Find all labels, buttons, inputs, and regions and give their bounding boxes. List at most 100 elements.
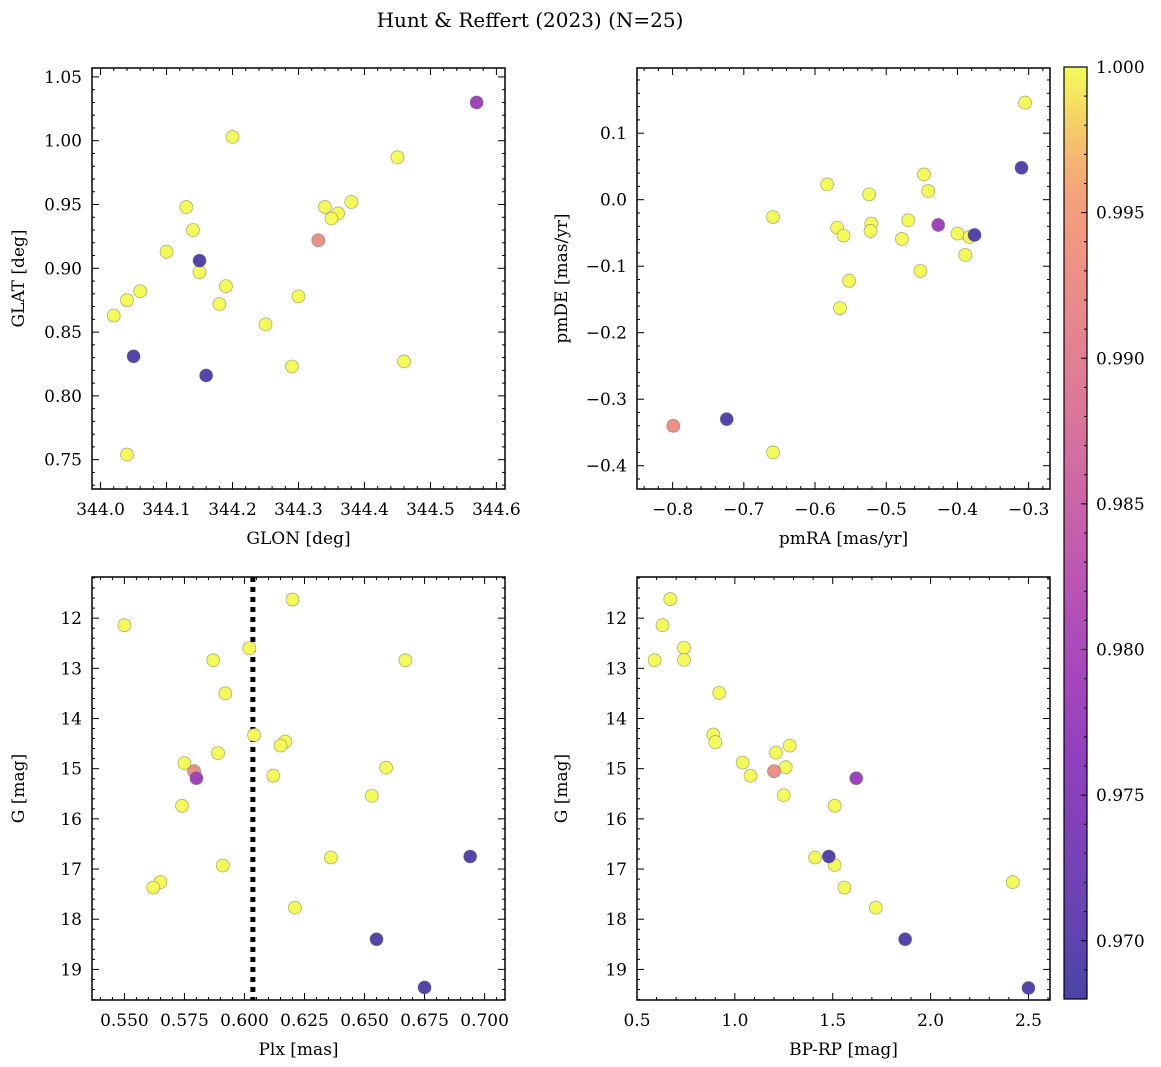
y-tick-label: 19 (605, 960, 627, 980)
y-tick-label: 16 (605, 810, 627, 830)
data-point (647, 653, 662, 668)
y-tick-label: 16 (60, 810, 82, 830)
data-point (894, 232, 909, 246)
data-point (901, 213, 916, 228)
data-point (849, 771, 864, 786)
colorbar-tick-label: 0.970 (1096, 932, 1145, 952)
data-point (782, 738, 797, 753)
data-point (862, 187, 877, 202)
x-tick-label: 0.600 (220, 1011, 269, 1031)
y-tick-label: 15 (60, 760, 82, 780)
x-tick-label: −0.8 (652, 500, 693, 520)
data-point (120, 293, 134, 308)
x-tick-label: 0.550 (100, 1011, 149, 1031)
panel-proper-motion: −0.8 −0.7 −0.6 −0.5 −0.4 −0.3 −0.4 −0.3 −0.2 −0.1… (552, 67, 1051, 549)
x-tick-label: −0.6 (794, 500, 835, 520)
x-tick-label: 2.0 (917, 1011, 944, 1031)
scatter-points (666, 95, 1032, 460)
data-point (1005, 875, 1020, 889)
data-point (324, 850, 338, 865)
data-point (192, 265, 207, 280)
data-point (285, 592, 300, 607)
data-point (364, 788, 379, 803)
y-tick-label: 0.1 (600, 124, 627, 144)
colorbar-tick-label: 1.000 (1096, 58, 1145, 78)
x-tick-label: 0.625 (280, 1011, 329, 1031)
x-axis-label: Plx [mas] (258, 1040, 338, 1060)
data-point (175, 798, 189, 813)
x-tick-label: −0.7 (723, 500, 764, 520)
data-point (317, 200, 332, 214)
x-tick-label: 1.5 (819, 1011, 846, 1031)
data-point (397, 354, 411, 369)
x-axis-label: pmRA [mas/yr] (779, 529, 908, 549)
data-point (206, 653, 221, 668)
data-point (766, 210, 780, 224)
data-point (133, 284, 148, 299)
data-point (735, 755, 750, 770)
y-axis-label: G [mag] (9, 754, 29, 823)
x-tick-label: 344.1 (142, 500, 191, 520)
scatter-points (106, 95, 484, 462)
y-tick-label: −0.4 (586, 457, 627, 477)
y-tick-label: 0.75 (44, 451, 82, 471)
y-axis-label: GLAT [deg] (9, 229, 29, 327)
data-point (921, 184, 936, 198)
colorbar-tick-label: 0.985 (1096, 495, 1145, 515)
colorbar: 0.970 0.975 0.980 0.985 0.990 0.995 1.000 (1063, 58, 1145, 1000)
data-point (159, 244, 174, 259)
y-tick-label: 12 (60, 609, 82, 629)
data-point (398, 653, 413, 668)
x-tick-label: −0.3 (1008, 500, 1049, 520)
axes-frame (636, 576, 1051, 1001)
panel-parallax-magnitude: 0.550 0.575 0.600 0.625 0.650 0.675 0.700 12 13 1… (9, 576, 509, 1060)
data-point (390, 150, 405, 165)
panel-glon-glat: 344.0 344.1 344.2 344.3 344.4 344.5 344.6 0.75 0… (9, 67, 521, 549)
data-point (719, 412, 734, 427)
y-tick-label: 13 (60, 659, 82, 679)
data-point (186, 223, 200, 237)
data-point (1014, 160, 1029, 175)
y-tick-label: 1.00 (44, 132, 82, 152)
x-tick-label: 0.5 (623, 1011, 650, 1031)
data-point (898, 932, 913, 947)
colorbar-tick-label: 0.980 (1096, 641, 1145, 661)
data-point (189, 771, 204, 786)
y-tick-label: 14 (60, 710, 82, 730)
y-tick-label: 0.95 (44, 196, 82, 216)
data-point (776, 788, 791, 803)
data-point (708, 735, 723, 749)
data-point (917, 167, 931, 182)
x-axis-label: BP-RP [mag] (789, 1040, 898, 1060)
data-point (266, 768, 281, 783)
data-point (958, 247, 973, 262)
data-point (931, 218, 946, 232)
y-tick-label: 0.80 (44, 387, 82, 407)
colorbar-tick-label: 0.995 (1096, 204, 1145, 224)
y-tick-label: 15 (605, 760, 627, 780)
x-tick-label: 1.0 (721, 1011, 748, 1031)
data-point (821, 849, 836, 864)
x-tick-label: 344.0 (76, 500, 125, 520)
y-axis-label: G [mag] (552, 754, 572, 823)
data-point (712, 686, 727, 700)
data-point (808, 850, 823, 865)
x-tick-label: 344.6 (472, 500, 521, 520)
y-tick-label: 0.0 (600, 191, 627, 211)
data-point (833, 301, 847, 315)
colorbar-gradient (1064, 67, 1087, 999)
data-point (311, 233, 326, 248)
y-tick-label: 1.05 (44, 68, 82, 88)
data-point (1021, 981, 1036, 995)
data-point (967, 228, 982, 242)
data-point (273, 738, 288, 753)
data-point (225, 129, 240, 144)
data-point (117, 618, 132, 633)
data-point (666, 418, 681, 433)
data-point (836, 228, 851, 243)
data-point (677, 640, 691, 655)
x-axis-label: GLON [deg] (246, 529, 350, 549)
data-point (842, 273, 857, 288)
scatter-points (117, 577, 478, 1000)
x-tick-label: 0.650 (340, 1011, 389, 1031)
